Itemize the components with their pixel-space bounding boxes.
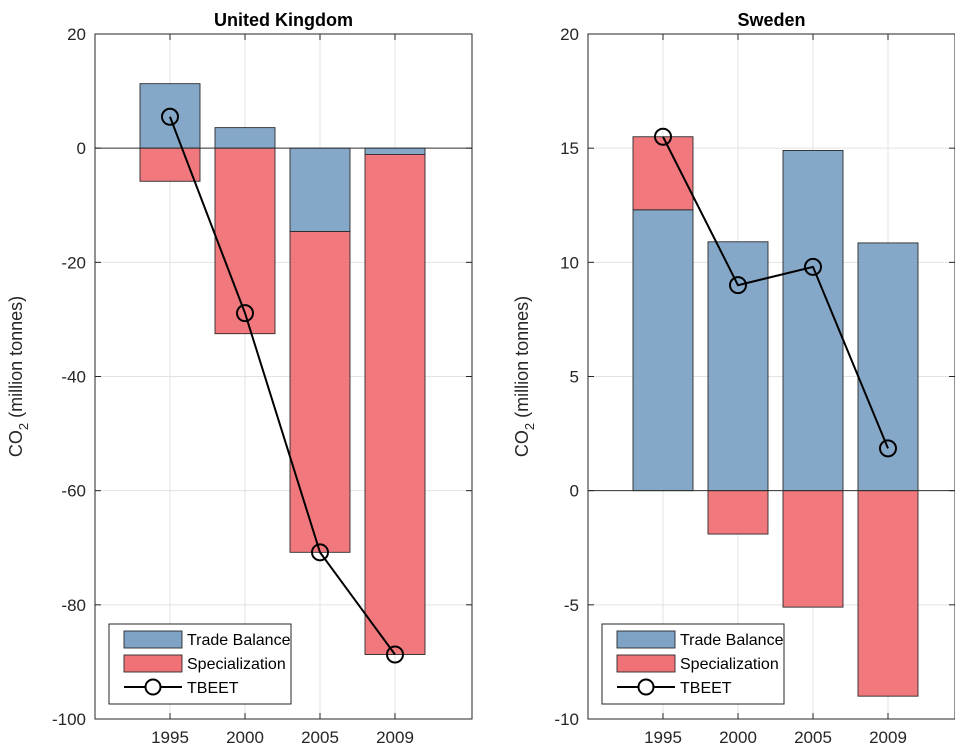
- series-line-tbeet: [169, 116, 396, 656]
- y-tick-label: 10: [560, 253, 579, 272]
- bar-specialization-2005: [782, 490, 844, 608]
- legend-swatch-trade-balance: [616, 630, 676, 649]
- bar-specialization-1995: [632, 136, 694, 211]
- bar-specialization-2009: [364, 153, 426, 655]
- y-tick-label: 5: [570, 368, 579, 387]
- legend: Trade Balance Specialization TBEET: [601, 623, 785, 705]
- y-tick-label: -5: [564, 596, 579, 615]
- y-axis-label-subscript: 2: [16, 423, 31, 430]
- legend-marker-tbeet: [637, 678, 655, 696]
- bar-specialization-2000: [707, 490, 769, 535]
- y-tick-label: 20: [67, 25, 86, 44]
- x-tick-label: 2000: [719, 728, 757, 747]
- bar-specialization-2005: [289, 231, 351, 553]
- legend-swatch-trade-balance: [123, 630, 183, 649]
- chart-title: United Kingdom: [214, 10, 353, 30]
- legend-label-tbeet: TBEET: [680, 680, 732, 697]
- y-axis-label: CO2 (million tonnes): [512, 296, 537, 457]
- x-tick-label: 2005: [301, 728, 339, 747]
- legend-swatch-specialization: [123, 654, 183, 673]
- legend: Trade Balance Specialization TBEET: [108, 623, 292, 705]
- tbeet-marker-1995: [654, 127, 672, 146]
- legend-label-specialization: Specialization: [187, 656, 286, 673]
- bar-trade-balance-2000: [214, 127, 276, 149]
- y-tick-label: 20: [560, 25, 579, 44]
- series-line-tbeet: [662, 136, 889, 449]
- legend-swatch-specialization: [616, 654, 676, 673]
- chart-title: Sweden: [737, 10, 805, 30]
- bar-trade-balance-2005: [782, 149, 844, 492]
- x-tick-label: 2009: [869, 728, 907, 747]
- y-tick-label: -40: [61, 368, 86, 387]
- y-tick-label: 15: [560, 139, 579, 158]
- x-tick-label: 1995: [644, 728, 682, 747]
- y-axis-label: CO2 (million tonnes): [6, 296, 31, 457]
- bar-trade-balance-1995: [139, 83, 201, 149]
- y-axis-label-main: CO: [6, 430, 26, 457]
- legend-label-specialization: Specialization: [680, 656, 779, 673]
- x-tick-label: 1995: [151, 728, 189, 747]
- chart-panel-1: 20 15 10 5 0 -5 -10 1995 2000 2005 2009 Sweden CO2 (…: [512, 10, 955, 747]
- legend-label-tbeet: TBEET: [187, 680, 239, 697]
- y-axis-label-rest: (million tonnes): [6, 296, 26, 423]
- tbeet-marker-2009: [879, 439, 897, 458]
- x-tick-label: 2005: [794, 728, 832, 747]
- bar-trade-balance-2009: [364, 147, 426, 155]
- legend-label-trade-balance: Trade Balance: [680, 632, 784, 649]
- bar-trade-balance-1995: [632, 209, 694, 492]
- legend-label-trade-balance: Trade Balance: [187, 632, 291, 649]
- bar-trade-balance-2009: [857, 242, 919, 492]
- bar-specialization-1995: [139, 147, 201, 182]
- y-axis-label-subscript: 2: [522, 423, 537, 430]
- tbeet-marker-2005: [311, 543, 329, 562]
- y-tick-label: -80: [61, 596, 86, 615]
- y-tick-label: -100: [52, 710, 86, 729]
- bar-specialization-2000: [214, 147, 276, 335]
- y-tick-label: -20: [61, 253, 86, 272]
- tbeet-marker-2000: [729, 276, 747, 295]
- y-tick-label: 0: [77, 139, 86, 158]
- y-tick-label: 0: [570, 482, 579, 501]
- y-axis-label-rest: (million tonnes): [512, 296, 532, 423]
- legend-marker-tbeet: [144, 678, 162, 696]
- tbeet-marker-2000: [236, 304, 254, 323]
- x-tick-label: 2009: [376, 728, 414, 747]
- y-axis-label-main: CO: [512, 430, 532, 457]
- bar-specialization-2009: [857, 490, 919, 697]
- tbeet-marker-2005: [804, 257, 822, 276]
- y-tick-label: -10: [554, 710, 579, 729]
- tbeet-marker-2009: [386, 645, 404, 664]
- y-tick-label: -60: [61, 482, 86, 501]
- x-tick-label: 2000: [226, 728, 264, 747]
- chart-panel-0: 20 0 -20 -40 -60 -80 -100 1995 2000 2005 2009 Unite…: [6, 10, 473, 747]
- bar-trade-balance-2005: [289, 147, 351, 232]
- tbeet-marker-1995: [161, 107, 179, 126]
